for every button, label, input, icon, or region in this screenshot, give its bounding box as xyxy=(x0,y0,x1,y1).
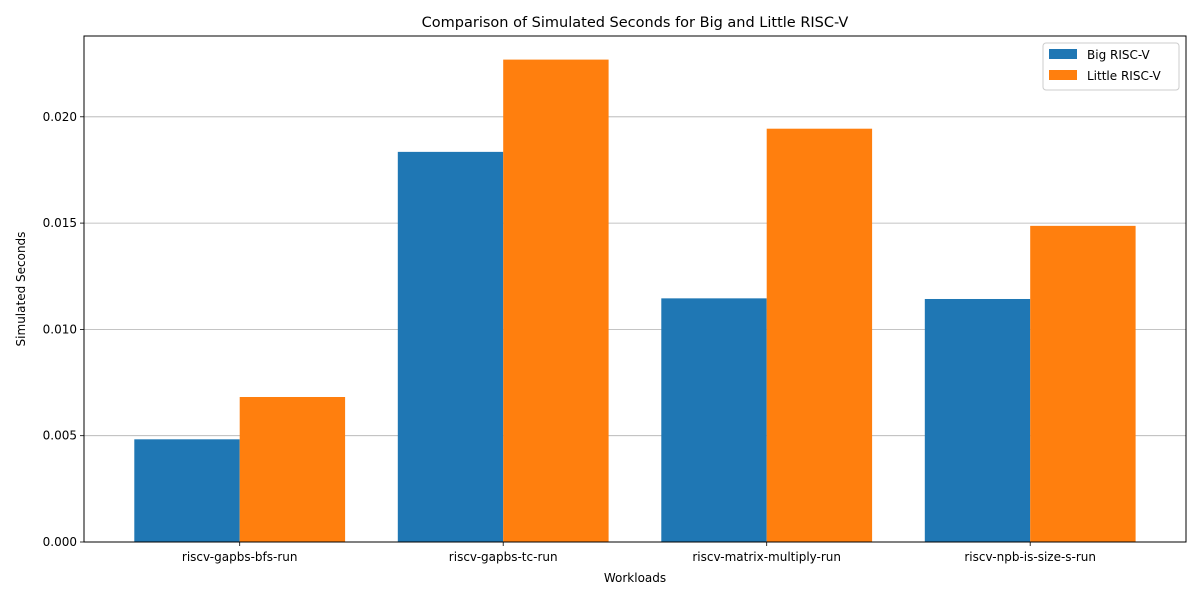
bar-big-risc-v-2 xyxy=(661,298,767,542)
y-tick-label: 0.005 xyxy=(43,429,77,443)
y-tick-label: 0.010 xyxy=(43,322,77,336)
bar-little-risc-v-3 xyxy=(1030,225,1136,542)
bar-big-risc-v-0 xyxy=(134,439,240,542)
legend: Big RISC-V Little RISC-V xyxy=(1042,42,1180,91)
x-tick-label: riscv-gapbs-bfs-run xyxy=(182,550,298,564)
bar-little-risc-v-1 xyxy=(503,59,609,543)
x-tick-label: riscv-gapbs-tc-run xyxy=(449,550,558,564)
bar-big-risc-v-3 xyxy=(924,298,1031,542)
x-tick-label: riscv-npb-is-size-s-run xyxy=(964,550,1096,564)
bar-little-risc-v-0 xyxy=(239,397,346,542)
axis-ticks: 0.000 0.005 0.010 0.015 0.020 riscv-gapbs-bfs… xyxy=(43,110,1096,564)
legend-swatch-big-risc-v xyxy=(1049,49,1077,59)
bars xyxy=(134,59,1136,543)
y-tick-label: 0.020 xyxy=(43,110,77,124)
chart-title: Comparison of Simulated Seconds for Big … xyxy=(422,15,849,31)
y-tick-label: 0.000 xyxy=(43,535,77,549)
x-axis-label: Workloads xyxy=(604,571,666,585)
legend-label-little-risc-v: Little RISC-V xyxy=(1087,69,1161,83)
bar-big-risc-v-1 xyxy=(397,151,504,542)
plot-frame xyxy=(83,35,1187,543)
y-tick-label: 0.015 xyxy=(43,216,77,230)
x-tick-label: riscv-matrix-multiply-run xyxy=(692,550,841,564)
legend-label-big-risc-v: Big RISC-V xyxy=(1087,48,1150,62)
legend-swatch-little-risc-v xyxy=(1049,70,1077,80)
y-axis-label: Simulated Seconds xyxy=(14,232,28,347)
bar-little-risc-v-2 xyxy=(766,128,873,542)
